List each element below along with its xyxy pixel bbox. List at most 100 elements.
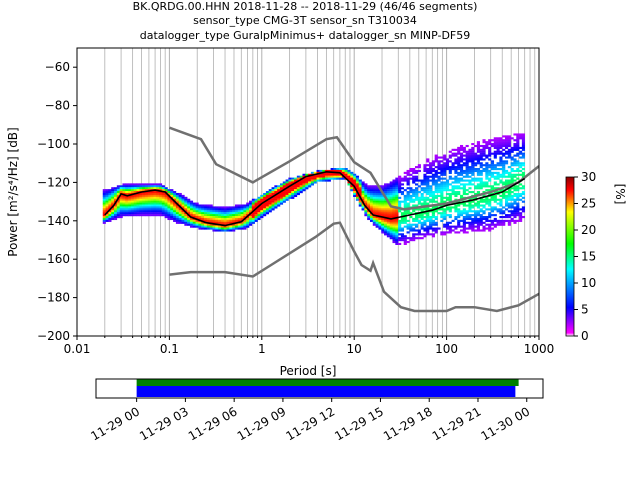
timeline-tick-label: 11-29 21 [430,404,484,443]
heatmap-cell [516,197,519,199]
heatmap-cell [435,189,438,191]
heatmap-cell [409,239,412,241]
heatmap-cell [513,160,516,162]
heatmap-cell [519,218,522,220]
heatmap-cell [505,203,508,205]
heatmap-cell [443,178,446,180]
heatmap-cell [482,185,485,187]
heatmap-cell [364,191,367,193]
heatmap-cell [190,210,193,212]
heatmap-cell [435,155,438,157]
heatmap-cell [212,208,215,210]
heatmap-cell [437,189,440,191]
heatmap-cell [345,168,348,170]
heatmap-cell [103,199,106,201]
heatmap-cell [243,206,246,208]
heatmap-cell [218,228,221,230]
heatmap-cell [148,195,151,197]
heatmap-cell [468,160,471,162]
heatmap-cell [474,153,477,155]
heatmap-cell [432,164,435,166]
heatmap-cell [241,226,244,228]
heatmap-cell [266,193,269,195]
heatmap-cell [376,193,379,195]
heatmap-cell [460,153,463,155]
heatmap-cell [125,199,128,201]
heatmap-cell [499,147,502,149]
heatmap-cell [139,204,142,206]
heatmap-cell [409,201,412,203]
heatmap-cell [137,183,140,185]
heatmap-cell [280,195,283,197]
heatmap-cell [519,183,522,185]
heatmap-cell [300,185,303,187]
heatmap-cell [401,201,404,203]
heatmap-cell [134,199,137,201]
heatmap-cell [516,153,519,155]
heatmap-cell [463,183,466,185]
heatmap-cell [125,189,128,191]
heatmap-cell [364,212,367,214]
heatmap-cell [499,162,502,164]
heatmap-cell [466,166,469,168]
heatmap-cell [384,224,387,226]
heatmap-cell [471,170,474,172]
heatmap-cell [497,220,500,222]
heatmap-cell [212,214,215,216]
heatmap-cell [356,185,359,187]
heatmap-cell [122,183,125,185]
heatmap-cell [407,212,410,214]
heatmap-cell [238,212,241,214]
heatmap-cell [516,155,519,157]
heatmap-cell [497,174,500,176]
heatmap-cell [286,197,289,199]
heatmap-cell [508,174,511,176]
heatmap-cell [488,185,491,187]
heatmap-cell [229,210,232,212]
heatmap-cell [418,185,421,187]
heatmap-cell [190,201,193,203]
heatmap-cell [246,220,249,222]
heatmap-cell [142,203,145,205]
heatmap-cell [497,178,500,180]
heatmap-cell [162,204,165,206]
heatmap-cell [246,204,249,206]
heatmap-cell [387,231,390,233]
heatmap-cell [145,185,148,187]
heatmap-cell [499,158,502,160]
heatmap-cell [142,208,145,210]
heatmap-cell [224,216,227,218]
heatmap-cell [381,226,384,228]
heatmap-cell [423,187,426,189]
heatmap-cell [491,206,494,208]
heatmap-cell [387,183,390,185]
heatmap-cell [499,137,502,139]
heatmap-cell [449,206,452,208]
heatmap-cell [224,222,227,224]
heatmap-cell [421,233,424,235]
heatmap-cell [508,145,511,147]
heatmap-cell [210,208,213,210]
heatmap-cell [395,180,398,182]
heatmap-cell [491,162,494,164]
heatmap-cell [182,222,185,224]
heatmap-cell [108,218,111,220]
heatmap-cell [190,212,193,214]
heatmap-cell [482,139,485,141]
heatmap-cell [272,193,275,195]
heatmap-cell [457,174,460,176]
heatmap-cell [511,204,514,206]
heatmap-cell [457,231,460,233]
heatmap-cell [426,168,429,170]
heatmap-cell [468,208,471,210]
heatmap-cell [516,206,519,208]
heatmap-cell [131,204,134,206]
heatmap-cell [356,197,359,199]
heatmap-cell [373,191,376,193]
heatmap-cell [106,204,109,206]
heatmap-cell [159,183,162,185]
heatmap-cell [429,168,432,170]
heatmap-cell [134,210,137,212]
heatmap-cell [395,210,398,212]
heatmap-cell [184,216,187,218]
